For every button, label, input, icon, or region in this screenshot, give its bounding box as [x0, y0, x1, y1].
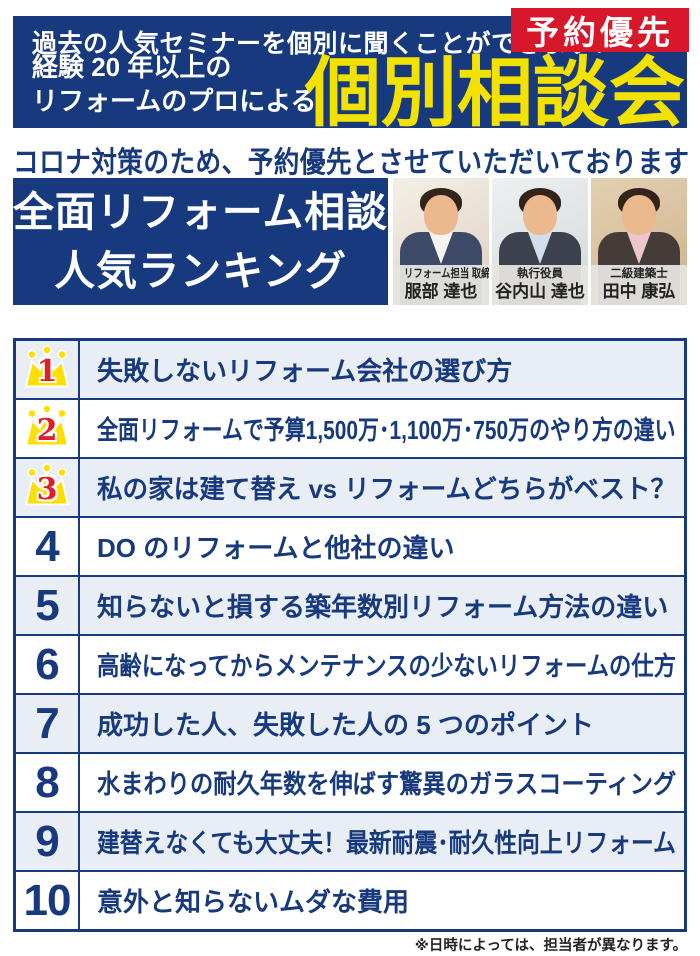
- ranking-label-cell: 知らないと損する築年数別リフォーム方法の違い: [80, 577, 684, 634]
- ranking-title-line1: 全面リフォーム相談: [13, 189, 388, 236]
- ranking-label: 全面リフォームで予算1,500万･1,100万･750万のやり方の違い: [97, 415, 676, 445]
- staff-name: 服部 達也: [404, 281, 478, 301]
- ranking-row: 1 失敗しないリフォーム会社の選び方: [16, 341, 684, 398]
- covid-notice: コロナ対策のため、予約優先とさせていただいております: [13, 147, 690, 179]
- ranking-row: 8 水まわりの耐久年数を伸ばす驚異のガラスコーティング: [16, 752, 684, 811]
- rank-cell: 8: [16, 754, 80, 811]
- event-title: 個別相談会: [305, 51, 685, 136]
- ranking-label-cell: 水まわりの耐久年数を伸ばす驚異のガラスコーティング: [80, 754, 684, 811]
- rank-cell: 9: [16, 813, 80, 870]
- rank-number: 3: [36, 471, 58, 507]
- ranking-label: DO のリフォームと他社の違い: [97, 533, 455, 563]
- ranking-table: 1 失敗しないリフォーム会社の選び方 2 全面リフォームで予算1,500万･1,…: [13, 338, 687, 932]
- ranking-row: 7 成功した人、失敗した人の 5 つのポイント: [16, 693, 684, 752]
- rank-number: 1: [36, 353, 58, 389]
- rank-cell: 7: [16, 695, 80, 752]
- ranking-row: 10 意外と知らないムダな費用: [16, 870, 684, 929]
- ranking-label-cell: 意外と知らないムダな費用: [80, 872, 684, 929]
- rank-number: 9: [35, 816, 60, 866]
- face-shape: [424, 195, 458, 235]
- crown-icon: [21, 344, 73, 395]
- rank-number: 4: [35, 521, 60, 571]
- ranking-label-cell: 失敗しないリフォーム会社の選び方: [80, 341, 684, 398]
- rank-cell: 6: [16, 636, 80, 693]
- ranking-title: 全面リフォーム相談 人気ランキング: [13, 178, 388, 305]
- rank-cell: 5: [16, 577, 80, 634]
- crown-icon: [21, 462, 73, 513]
- ranking-label-cell: 成功した人、失敗した人の 5 つのポイント: [80, 695, 684, 752]
- ranking-label: 意外と知らないムダな費用: [97, 887, 410, 917]
- ranking-row: 9 建替えなくても大丈夫！最新耐震･耐久性向上リフォーム: [16, 811, 684, 870]
- ranking-row: 4 DO のリフォームと他社の違い: [16, 516, 684, 575]
- staff-name: 田中 康弘: [602, 281, 676, 301]
- rank-number: 7: [35, 698, 60, 748]
- ranking-label: 知らないと損する築年数別リフォーム方法の違い: [97, 592, 669, 622]
- crown-icon: [21, 403, 73, 454]
- staff-role: 二級建築士: [610, 268, 668, 281]
- ranking-label: 建替えなくても大丈夫！最新耐震･耐久性向上リフォーム: [97, 828, 676, 858]
- priority-badge: 予約優先: [511, 8, 689, 52]
- ranking-label-cell: 高齢になってからメンテナンスの少ないリフォームの仕方: [80, 636, 684, 693]
- ranking-row: 2 全面リフォームで予算1,500万･1,100万･750万のやり方の違い: [16, 398, 684, 457]
- ranking-row: 3 私の家は建て替え vs リフォームどちらがベスト？: [16, 457, 684, 516]
- face-shape: [622, 195, 656, 235]
- staff-caption: 執行役員 谷内山 達也: [492, 265, 588, 305]
- ranking-row: 6 高齢になってからメンテナンスの少ないリフォームの仕方: [16, 634, 684, 693]
- rank-number: 2: [36, 412, 58, 448]
- banner-subtitle: 経験 20 年以上の リフォームのプロによる: [32, 51, 316, 119]
- staff-photo: リフォーム担当 取締役 服部 達也: [393, 178, 489, 305]
- staff-role: リフォーム担当 取締役: [403, 268, 489, 281]
- rank-number: 6: [35, 639, 60, 689]
- banner-subtitle-line2: リフォームのプロによる: [32, 86, 317, 117]
- staff-photos: リフォーム担当 取締役 服部 達也 執行役員 谷内山 達也 二級建築士 田中 康…: [393, 178, 687, 305]
- rank-cell: 3: [16, 459, 80, 516]
- ranking-row: 5 知らないと損する築年数別リフォーム方法の違い: [16, 575, 684, 634]
- banner-subtitle-line1: 経験 20 年以上の: [32, 52, 232, 83]
- ranking-title-line2: 人気ランキング: [54, 247, 347, 294]
- ranking-label-cell: 私の家は建て替え vs リフォームどちらがベスト？: [80, 459, 684, 516]
- ranking-header: 全面リフォーム相談 人気ランキング リフォーム担当 取締役 服部 達也 執行役員…: [13, 178, 687, 305]
- rank-cell: 2: [16, 400, 80, 457]
- ranking-label-cell: 建替えなくても大丈夫！最新耐震･耐久性向上リフォーム: [80, 813, 684, 870]
- footnote: ※日時によっては、担当者が異なります。: [414, 938, 687, 954]
- ranking-label: 私の家は建て替え vs リフォームどちらがベスト？: [97, 474, 677, 504]
- staff-caption: 二級建築士 田中 康弘: [591, 265, 687, 305]
- person-photo: [393, 178, 489, 305]
- rank-cell: 10: [16, 872, 80, 929]
- rank-number: 5: [35, 580, 60, 630]
- staff-role: 執行役員: [517, 268, 563, 281]
- rank-number: 8: [35, 757, 60, 807]
- staff-caption: リフォーム担当 取締役 服部 達也: [393, 265, 489, 305]
- ranking-label-cell: DO のリフォームと他社の違い: [80, 518, 684, 575]
- rank-cell: 1: [16, 341, 80, 398]
- staff-name: 谷内山 達也: [495, 281, 585, 301]
- ranking-label: 高齢になってからメンテナンスの少ないリフォームの仕方: [97, 651, 677, 681]
- ranking-label: 失敗しないリフォーム会社の選び方: [97, 356, 513, 386]
- face-shape: [523, 195, 557, 235]
- ranking-label: 水まわりの耐久年数を伸ばす驚異のガラスコーティング: [97, 769, 677, 799]
- staff-photo: 二級建築士 田中 康弘: [591, 178, 687, 305]
- staff-photo: 執行役員 谷内山 達也: [492, 178, 588, 305]
- ranking-label: 成功した人、失敗した人の 5 つのポイント: [97, 710, 594, 740]
- rank-number: 10: [23, 875, 72, 925]
- ranking-label-cell: 全面リフォームで予算1,500万･1,100万･750万のやり方の違い: [80, 400, 684, 457]
- rank-cell: 4: [16, 518, 80, 575]
